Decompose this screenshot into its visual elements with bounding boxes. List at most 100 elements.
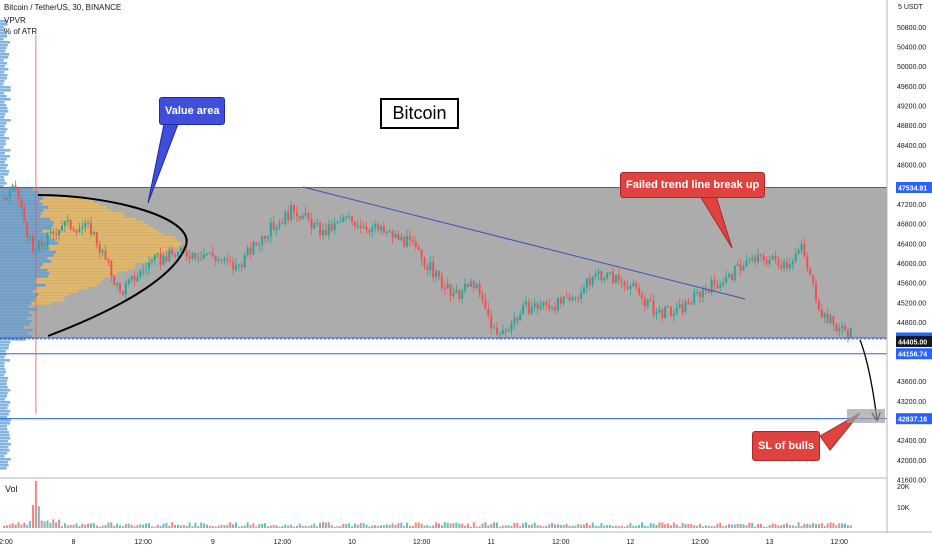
volume-bar bbox=[153, 526, 156, 528]
volume-bar bbox=[507, 525, 510, 528]
vp-bar-outer bbox=[0, 269, 48, 272]
volume-bar bbox=[806, 523, 809, 528]
volume-bar bbox=[583, 524, 585, 528]
volume-bar bbox=[272, 525, 275, 528]
candle-body bbox=[478, 284, 481, 295]
trend-break-callout[interactable]: Failed trend line break up bbox=[620, 172, 766, 198]
volume-bar bbox=[301, 525, 304, 528]
volume-bar bbox=[252, 523, 255, 528]
indicator-vpvr[interactable]: VPVR bbox=[4, 16, 26, 25]
trend-line[interactable] bbox=[302, 186, 746, 300]
volume-bar bbox=[371, 525, 374, 528]
vp-bar-outer bbox=[0, 374, 5, 377]
vp-bar-outer bbox=[0, 152, 5, 155]
volume-bar bbox=[377, 525, 380, 528]
vp-bar-outer bbox=[0, 461, 8, 464]
vp-bar-outer bbox=[0, 185, 4, 188]
vp-bar-outer bbox=[0, 80, 5, 83]
candle-body bbox=[713, 280, 716, 285]
vp-bar-value bbox=[35, 281, 101, 284]
volume-bar bbox=[32, 504, 34, 528]
candle-body bbox=[527, 301, 530, 314]
vp-bar-outer bbox=[0, 245, 49, 248]
price-unit[interactable]: 5 USDT bbox=[898, 4, 923, 11]
candle-body bbox=[391, 231, 394, 238]
volume-bar bbox=[237, 526, 240, 528]
volume-bar bbox=[11, 523, 14, 528]
volume-bar bbox=[629, 522, 632, 528]
volume-bar bbox=[81, 523, 84, 528]
vp-bar-value bbox=[50, 227, 154, 230]
candle-body bbox=[394, 234, 397, 238]
candle-body bbox=[365, 226, 368, 230]
candle-body bbox=[536, 303, 539, 309]
vp-bar-outer bbox=[0, 317, 28, 320]
volume-bar bbox=[548, 524, 551, 528]
vp-bar-value bbox=[35, 287, 87, 290]
volume-bar bbox=[17, 522, 20, 528]
chart-title-box[interactable]: Bitcoin bbox=[380, 98, 459, 129]
volume-bar bbox=[107, 522, 110, 528]
volume-bar bbox=[461, 523, 464, 528]
vp-bar-outer bbox=[0, 260, 52, 263]
vp-bar-outer bbox=[0, 101, 5, 104]
candle-body bbox=[58, 229, 61, 236]
value-area-callout[interactable]: Value area bbox=[159, 97, 226, 125]
volume-bar bbox=[832, 523, 835, 528]
candle-body bbox=[90, 222, 92, 235]
vp-bar-outer bbox=[0, 458, 11, 461]
volume-bar bbox=[539, 525, 542, 528]
candle-body bbox=[696, 292, 699, 294]
candle-body bbox=[295, 212, 298, 217]
candle-body bbox=[301, 215, 304, 220]
volume-label[interactable]: Vol bbox=[5, 484, 18, 494]
volume-bar bbox=[400, 522, 403, 528]
candle-body bbox=[490, 315, 493, 329]
candle-body bbox=[307, 213, 310, 220]
vp-bar-outer bbox=[0, 443, 11, 446]
candle-body bbox=[400, 237, 403, 240]
target-box bbox=[847, 409, 885, 423]
volume-bar bbox=[55, 522, 58, 528]
volume-bar bbox=[826, 523, 829, 528]
vp-bar-outer bbox=[0, 302, 32, 305]
volume-bar bbox=[287, 525, 290, 528]
volume-bar bbox=[26, 524, 29, 528]
candle-body bbox=[606, 272, 609, 279]
vp-bar-outer bbox=[0, 296, 36, 299]
candle-body bbox=[826, 313, 829, 323]
vp-bar-outer bbox=[0, 410, 11, 413]
candle-body bbox=[548, 304, 551, 309]
volume-bar bbox=[800, 525, 803, 528]
volume-bar bbox=[440, 525, 443, 528]
volume-bar bbox=[710, 526, 713, 528]
vp-bar-outer bbox=[0, 368, 6, 371]
vp-bar-outer bbox=[0, 308, 37, 311]
vp-bar-value bbox=[49, 236, 175, 239]
symbol-title[interactable]: Bitcoin / TetherUS, 30, BINANCE bbox=[4, 3, 122, 12]
volume-bar bbox=[69, 524, 72, 528]
volume-bar bbox=[542, 526, 545, 528]
volume-bar bbox=[293, 526, 295, 528]
candle-body bbox=[768, 259, 771, 264]
vp-bar-value bbox=[49, 248, 169, 251]
volume-tick-label: 10K bbox=[897, 505, 910, 512]
volume-bar bbox=[150, 526, 153, 528]
vp-bar-outer bbox=[0, 404, 9, 407]
candle-body bbox=[539, 305, 542, 309]
candle-body bbox=[310, 219, 313, 229]
candle-body bbox=[748, 259, 751, 261]
volume-bar bbox=[171, 522, 174, 528]
candle-body bbox=[113, 275, 116, 285]
vp-bar-outer bbox=[0, 77, 7, 80]
sl-callout[interactable]: SL of bulls bbox=[752, 431, 821, 461]
indicator-atr[interactable]: % of ATR bbox=[4, 27, 38, 36]
vp-bar-value bbox=[53, 224, 149, 227]
candle-body bbox=[121, 291, 124, 295]
volume-bar bbox=[585, 522, 588, 528]
volume-bar bbox=[101, 525, 104, 528]
volume-bar bbox=[426, 524, 429, 528]
price-tick-label: 46800.00 bbox=[897, 222, 926, 229]
volume-bar bbox=[95, 525, 98, 528]
